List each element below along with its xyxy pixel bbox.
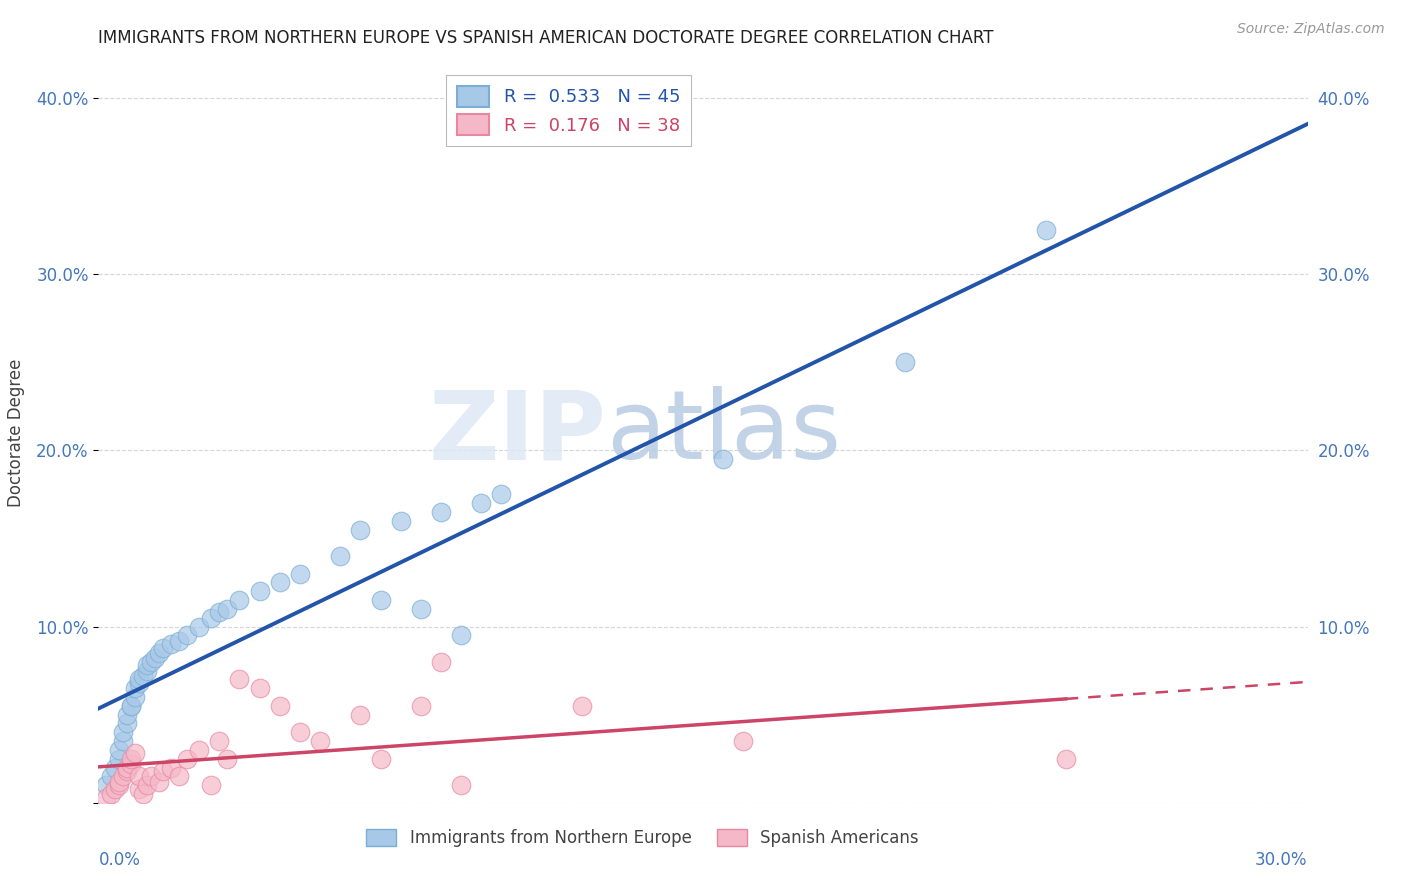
Point <box>148 774 170 789</box>
Point <box>115 760 138 774</box>
Point <box>120 757 142 772</box>
Point <box>107 752 129 766</box>
Point <box>370 752 392 766</box>
Point <box>309 734 332 748</box>
Point <box>135 658 157 673</box>
Point <box>733 734 755 748</box>
Point <box>128 676 150 690</box>
Point <box>288 566 311 581</box>
Point <box>135 778 157 792</box>
Point <box>128 769 150 783</box>
Point <box>160 637 183 651</box>
Point <box>111 734 134 748</box>
Point <box>208 734 231 748</box>
Point <box>176 628 198 642</box>
Point <box>200 610 222 624</box>
Text: IMMIGRANTS FROM NORTHERN EUROPE VS SPANISH AMERICAN DOCTORATE DEGREE CORRELATION: IMMIGRANTS FROM NORTHERN EUROPE VS SPANI… <box>98 29 994 47</box>
Point <box>107 774 129 789</box>
Point <box>269 698 291 713</box>
Point <box>124 690 146 704</box>
Legend: Immigrants from Northern Europe, Spanish Americans: Immigrants from Northern Europe, Spanish… <box>360 822 925 854</box>
Point <box>491 487 513 501</box>
Point <box>160 760 183 774</box>
Point <box>450 778 472 792</box>
Point <box>430 505 453 519</box>
Point <box>135 664 157 678</box>
Point <box>120 698 142 713</box>
Point <box>470 496 492 510</box>
Point <box>115 716 138 731</box>
Point <box>370 593 392 607</box>
Point <box>249 681 271 696</box>
Point <box>107 743 129 757</box>
Text: 0.0%: 0.0% <box>98 851 141 869</box>
Point <box>139 769 162 783</box>
Point <box>167 633 190 648</box>
Point <box>120 752 142 766</box>
Point <box>1054 752 1077 766</box>
Point <box>893 355 915 369</box>
Point <box>152 764 174 778</box>
Point <box>132 787 155 801</box>
Point <box>167 769 190 783</box>
Text: ZIP: ZIP <box>429 386 606 479</box>
Point <box>148 646 170 660</box>
Point <box>269 575 291 590</box>
Point <box>217 752 239 766</box>
Point <box>571 698 593 713</box>
Point <box>208 606 231 620</box>
Text: Source: ZipAtlas.com: Source: ZipAtlas.com <box>1237 22 1385 37</box>
Point <box>188 619 211 633</box>
Point <box>132 669 155 683</box>
Point <box>96 790 118 805</box>
Point <box>128 781 150 796</box>
Point <box>107 778 129 792</box>
Point <box>115 764 138 778</box>
Point <box>228 593 250 607</box>
Point <box>176 752 198 766</box>
Point <box>103 760 125 774</box>
Point <box>100 787 122 801</box>
Text: 30.0%: 30.0% <box>1256 851 1308 869</box>
Point <box>711 452 734 467</box>
Point <box>143 651 166 665</box>
Point <box>228 673 250 687</box>
Point <box>120 698 142 713</box>
Point <box>103 781 125 796</box>
Point <box>409 602 432 616</box>
Point <box>450 628 472 642</box>
Text: atlas: atlas <box>606 386 841 479</box>
Point <box>288 725 311 739</box>
Point <box>124 681 146 696</box>
Point <box>1035 223 1057 237</box>
Point <box>188 743 211 757</box>
Point <box>200 778 222 792</box>
Point <box>111 769 134 783</box>
Point <box>249 584 271 599</box>
Point <box>124 747 146 761</box>
Point <box>430 655 453 669</box>
Point <box>96 778 118 792</box>
Point <box>349 523 371 537</box>
Point <box>115 707 138 722</box>
Point <box>409 698 432 713</box>
Point <box>217 602 239 616</box>
Point <box>152 640 174 655</box>
Point <box>329 549 352 563</box>
Point <box>139 655 162 669</box>
Point <box>111 725 134 739</box>
Point <box>349 707 371 722</box>
Point <box>389 514 412 528</box>
Y-axis label: Doctorate Degree: Doctorate Degree <box>7 359 25 507</box>
Point <box>128 673 150 687</box>
Point <box>100 769 122 783</box>
